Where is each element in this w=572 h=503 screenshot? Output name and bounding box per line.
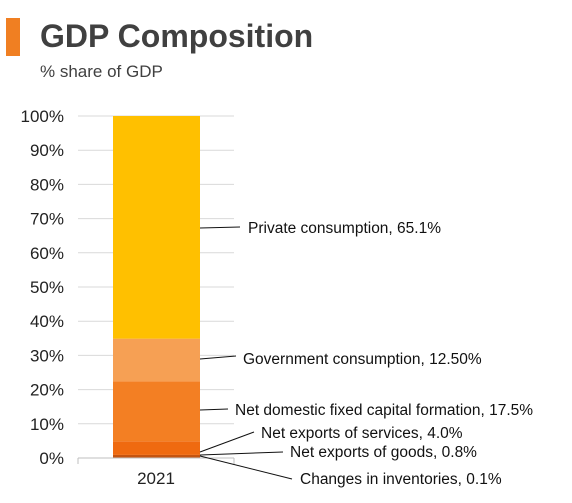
- bar-segment: [113, 454, 200, 458]
- y-tick-label: 60%: [30, 244, 64, 263]
- leader-line: [199, 455, 293, 480]
- data-label: Net exports of goods, 0.8%: [290, 444, 477, 461]
- y-tick-label: 20%: [30, 381, 64, 400]
- y-tick-label: 70%: [30, 210, 64, 229]
- chart-subtitle: % share of GDP: [40, 62, 163, 81]
- leader-line: [199, 226, 241, 229]
- x-tick-label: 2021: [137, 469, 175, 488]
- y-tick-label: 50%: [30, 278, 64, 297]
- leader-line: [199, 355, 237, 360]
- y-tick-label: 0%: [39, 449, 64, 468]
- bar-segment: [113, 441, 200, 455]
- y-tick-label: 10%: [30, 415, 64, 434]
- leader-line: [199, 431, 255, 453]
- leader-line: [199, 451, 284, 456]
- bar-segment: [113, 381, 200, 442]
- title-accent-bar: [6, 18, 20, 56]
- data-label: Net domestic fixed capital formation, 17…: [235, 402, 533, 419]
- data-label: Private consumption, 65.1%: [248, 220, 441, 237]
- bar-segment: [113, 116, 200, 339]
- data-label: Net exports of services, 4.0%: [261, 425, 463, 442]
- y-tick-label: 100%: [21, 107, 64, 126]
- leader-line: [199, 408, 229, 411]
- data-label: Government consumption, 12.50%: [243, 351, 482, 368]
- data-label: Changes in inventories, 0.1%: [300, 471, 502, 488]
- bar-segment: [113, 338, 200, 382]
- y-tick-label: 80%: [30, 175, 64, 194]
- y-tick-label: 40%: [30, 312, 64, 331]
- y-tick-label: 90%: [30, 141, 64, 160]
- y-tick-label: 30%: [30, 346, 64, 365]
- chart-title: GDP Composition: [40, 18, 314, 54]
